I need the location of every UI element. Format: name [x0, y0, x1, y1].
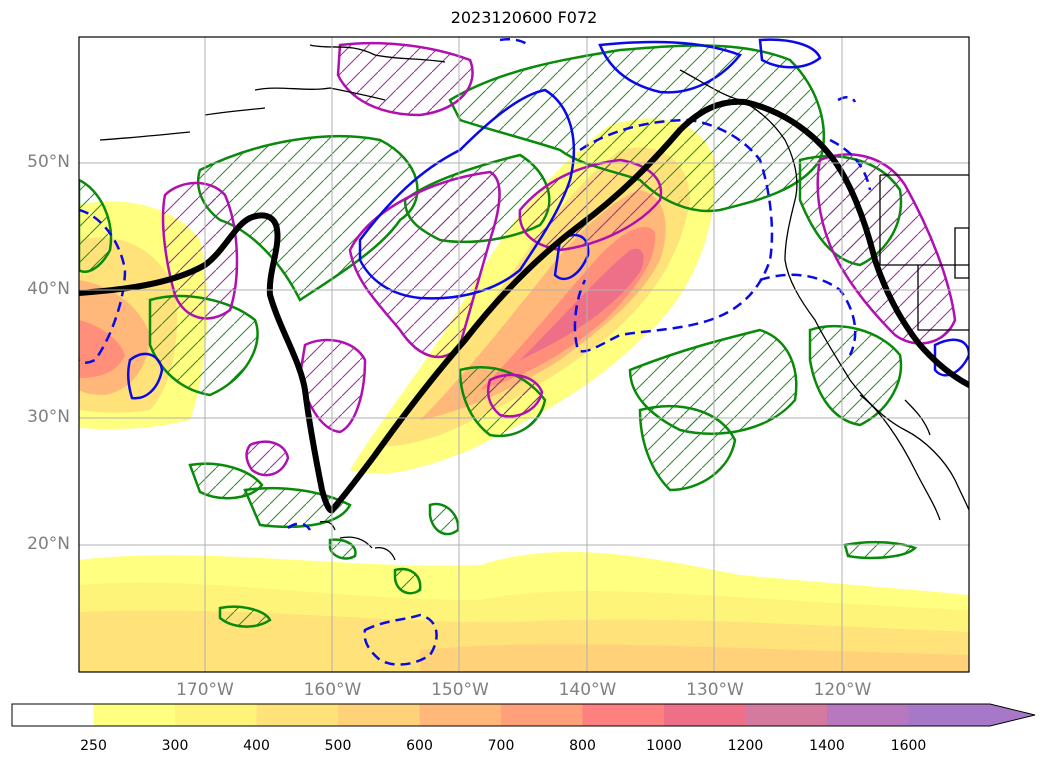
lon-tick-label: 120°W	[813, 680, 872, 700]
colorbar-segment	[827, 704, 909, 726]
colorbar	[11, 703, 1036, 727]
thick-black-contour	[79, 98, 969, 514]
lat-tick-label: 40°N	[27, 279, 70, 300]
ivt-shading-south	[79, 551, 969, 672]
colorbar-outline	[11, 703, 1036, 727]
colorbar-segment	[745, 704, 828, 726]
colorbar-tick-label: 800	[569, 738, 596, 754]
colorbar-segment	[12, 704, 94, 726]
lat-tick-label: 50°N	[27, 152, 70, 172]
colorbar-segment	[338, 704, 420, 726]
colorbar-segment	[256, 704, 339, 726]
blue-solid-contours	[127, 38, 969, 400]
lat-tick-label: 30°N	[27, 406, 70, 427]
colorbar-tick-label: 1600	[890, 738, 927, 754]
colorbar-segment	[501, 704, 583, 726]
colorbar-tick-label: 700	[487, 738, 515, 754]
colorbar-tick-label: 500	[324, 738, 352, 754]
colorbar-tick-label: 400	[243, 738, 270, 754]
lon-tick-label: 150°W	[431, 680, 489, 700]
colorbar-tick-label: 600	[406, 738, 433, 754]
map-plot-area	[79, 37, 969, 672]
colorbar-tick-label: 250	[80, 738, 107, 754]
colorbar-segment	[419, 704, 502, 726]
colorbar-tick-label: 1200	[727, 738, 764, 754]
colorbar-segment	[582, 704, 665, 726]
colorbar-extend-arrow	[990, 704, 1035, 726]
colorbar-segment	[175, 704, 257, 726]
coastlines	[99, 44, 969, 561]
colorbar-segment	[93, 704, 176, 726]
lon-tick-label: 140°W	[558, 680, 617, 700]
lat-tick-label: 20°N	[27, 533, 70, 554]
colorbar-tick-label: 1400	[809, 738, 845, 754]
colorbar-tick-label: 300	[161, 738, 189, 754]
map-title: 2023120600 F072	[450, 8, 598, 27]
colorbar-segment	[908, 704, 991, 726]
gridlines	[79, 37, 969, 672]
lon-tick-label: 170°W	[176, 680, 234, 700]
colorbar-segment	[664, 704, 746, 726]
lon-tick-label: 130°W	[686, 680, 744, 700]
colorbar-tick-label: 1000	[646, 738, 682, 754]
lon-tick-label: 160°W	[303, 680, 362, 700]
plot-frame	[78, 36, 970, 673]
